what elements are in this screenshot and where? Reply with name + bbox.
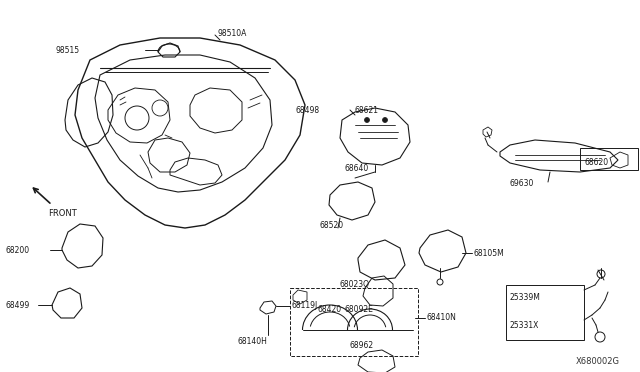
Text: 69630: 69630 [510,179,534,187]
Bar [506,285,584,340]
Text: 68140H: 68140H [238,337,268,346]
Text: X680002G: X680002G [576,357,620,366]
Text: 68119J: 68119J [292,301,318,311]
Text: 68410N: 68410N [427,314,457,323]
Circle shape [365,118,369,122]
Text: 98510A: 98510A [218,29,248,38]
Text: FRONT: FRONT [48,208,77,218]
Circle shape [383,118,387,122]
Text: 68105M: 68105M [474,248,505,257]
Text: 68498: 68498 [296,106,320,115]
Text: 68620: 68620 [585,157,609,167]
Text: 68092E: 68092E [345,305,374,314]
Bar [290,288,418,356]
Bar [580,148,638,170]
Text: 68200: 68200 [5,246,29,254]
Text: 68420: 68420 [318,305,342,314]
Text: 68520: 68520 [320,221,344,230]
Text: 68621: 68621 [355,106,379,115]
Text: 25331X: 25331X [510,321,540,330]
Text: 68962: 68962 [350,340,374,350]
Text: 98515: 98515 [55,45,79,55]
Text: 68640: 68640 [345,164,369,173]
Text: 68023Q: 68023Q [340,280,370,289]
Text: 68499: 68499 [5,301,29,310]
Text: 25339M: 25339M [510,294,541,302]
